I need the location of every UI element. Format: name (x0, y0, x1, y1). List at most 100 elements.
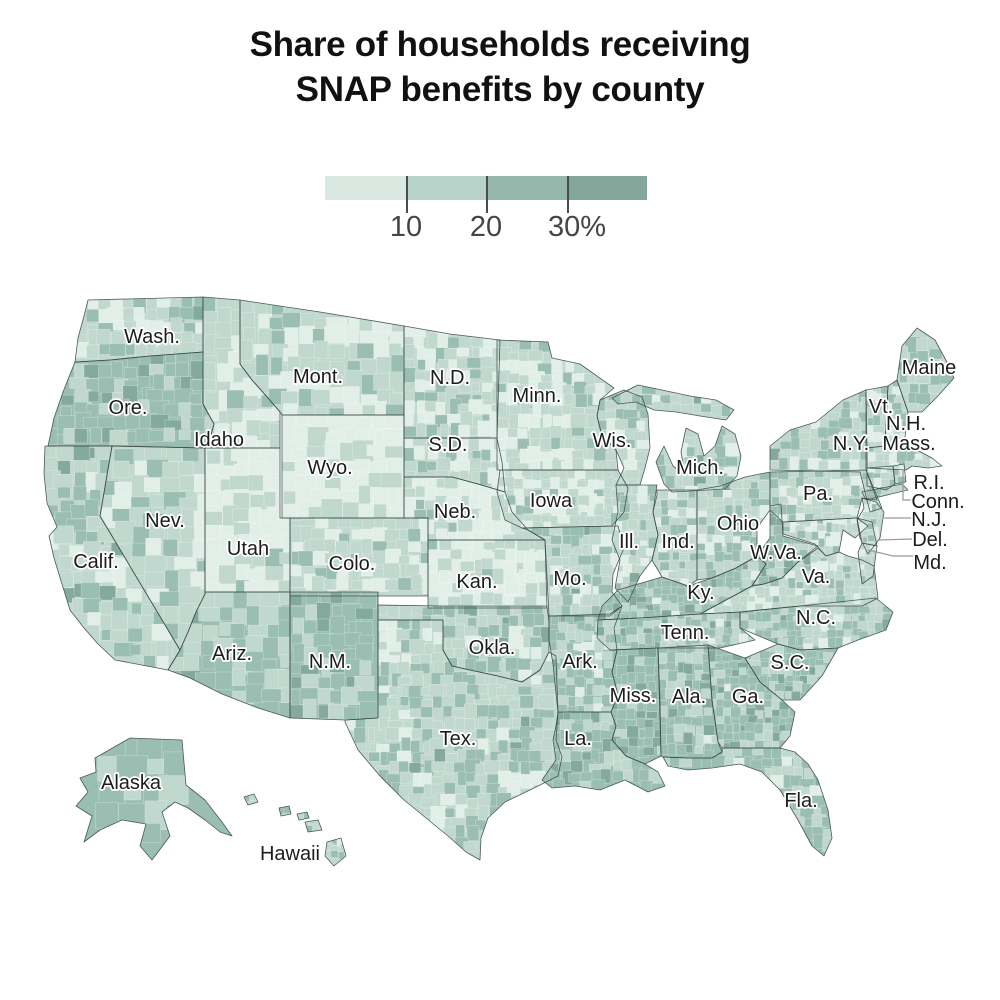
state-WV (752, 504, 818, 586)
county-texture-MN (497, 340, 618, 470)
legend-swatch-3 (486, 176, 567, 200)
county-texture-ND (404, 326, 500, 438)
state-label-NY: N.Y. (833, 433, 869, 455)
state-label-PA: Pa. (803, 483, 833, 505)
state-label-MI: Mich. (676, 457, 724, 479)
state-label-HI: Hawaii (260, 843, 320, 865)
state-GA (708, 645, 795, 748)
state-label-RI: R.I. (913, 472, 944, 494)
state-NC (740, 598, 893, 650)
county-texture-LA (542, 712, 665, 792)
state-PA (770, 470, 877, 522)
state-label-OH: Ohio (717, 513, 759, 535)
state-border-MD (782, 517, 878, 585)
state-AL (658, 645, 722, 758)
legend-tick-3 (567, 176, 569, 213)
state-label-VA: Va. (802, 566, 831, 588)
state-border-TN (596, 611, 756, 651)
county-texture-WY (282, 415, 404, 518)
county-texture-IN (652, 490, 697, 586)
county-texture-WA (75, 297, 203, 359)
leader-del (878, 538, 913, 541)
state-border-FL (662, 747, 833, 857)
state-border-MI (611, 384, 742, 493)
state-label-OR: Ore. (109, 397, 148, 419)
county-texture-WV (752, 504, 816, 586)
legend-swatch-1 (325, 176, 406, 200)
legend-tick-label-3: 30% (547, 211, 607, 243)
state-NV (100, 446, 205, 650)
state-ND (404, 326, 500, 438)
county-texture-OK (378, 605, 549, 682)
state-border-OH (696, 471, 771, 581)
state-label-AL: Ala. (672, 686, 706, 708)
county-texture-OH (697, 472, 770, 580)
state-label-MN: Minn. (513, 385, 562, 407)
state-label-WY: Wyo. (307, 457, 352, 479)
county-texture-VA (706, 548, 878, 614)
legend-tick-2 (486, 176, 488, 213)
county-texture-AL (658, 645, 722, 758)
state-label-TX: Tex. (440, 728, 477, 750)
state-label-KS: Kan. (456, 571, 497, 593)
state-CO (290, 518, 428, 596)
state-label-IA: Iowa (530, 490, 573, 512)
state-label-CA: Calif. (73, 551, 119, 573)
state-border-NH (884, 379, 909, 447)
state-label-SD: S.D. (429, 434, 468, 456)
state-TX (345, 620, 562, 860)
state-label-NM: N.M. (309, 651, 351, 673)
county-texture-CT (867, 466, 895, 490)
state-OK (378, 605, 549, 682)
state-label-FL: Fla. (784, 790, 817, 812)
state-VT (866, 386, 888, 448)
state-label-MD: Md. (913, 552, 946, 574)
state-IN (652, 490, 697, 586)
county-texture-ME (897, 328, 954, 412)
state-MI (612, 385, 741, 492)
state-label-UT: Utah (227, 538, 269, 560)
state-KY (598, 556, 766, 620)
state-label-IN: Ind. (661, 531, 694, 553)
state-CA (44, 446, 180, 670)
state-label-KY: Ky. (687, 582, 714, 604)
state-borders (43, 296, 955, 867)
state-border-AK (75, 737, 233, 861)
county-texture-CA (44, 446, 180, 670)
state-label-CO: Colo. (329, 553, 376, 575)
state-border-MT (239, 299, 405, 416)
state-label-CT: Conn. (911, 491, 964, 513)
state-OR (48, 352, 214, 448)
chart-title-line2: SNAP benefits by county (295, 70, 705, 109)
county-texture-NY (770, 390, 904, 511)
state-border-CT (866, 465, 896, 491)
state-OH (697, 472, 770, 580)
state-NY (770, 390, 908, 512)
state-IA (497, 470, 628, 528)
state-label-NH: N.H. (886, 413, 926, 435)
state-labels: Wash. Ore. Calif. Nev. Idaho Mont. Wyo. Utah Col… (71, 324, 966, 867)
county-texture-OR (48, 352, 214, 446)
county-texture-NE (404, 477, 545, 540)
legend-tick-label-2: 20 (469, 211, 503, 243)
leader-ri-conn (902, 469, 912, 501)
county-texture-AR (549, 613, 622, 712)
state-label-MS: Miss. (610, 685, 657, 707)
state-UT (205, 448, 290, 592)
state-label-SC: S.C. (771, 652, 810, 674)
state-label-NJ: N.J. (911, 509, 947, 531)
state-AK (76, 738, 232, 860)
state-label-WA: Wash. (124, 326, 180, 348)
chart-title: Share of households receiving SNAP benef… (0, 22, 1000, 112)
state-label-IL: Ill. (619, 531, 639, 553)
state-label-ME: Maine (902, 357, 956, 379)
leader-md (867, 549, 916, 557)
state-border-HI (243, 793, 347, 867)
state-label-OK: Okla. (469, 637, 516, 659)
state-label-NE: Neb. (434, 501, 476, 523)
legend-tick-label-1: 10 (389, 211, 423, 243)
county-texture-UT (205, 448, 290, 592)
state-WY (282, 415, 404, 518)
state-label-MA: Mass. (882, 433, 935, 455)
state-MN (497, 340, 618, 470)
